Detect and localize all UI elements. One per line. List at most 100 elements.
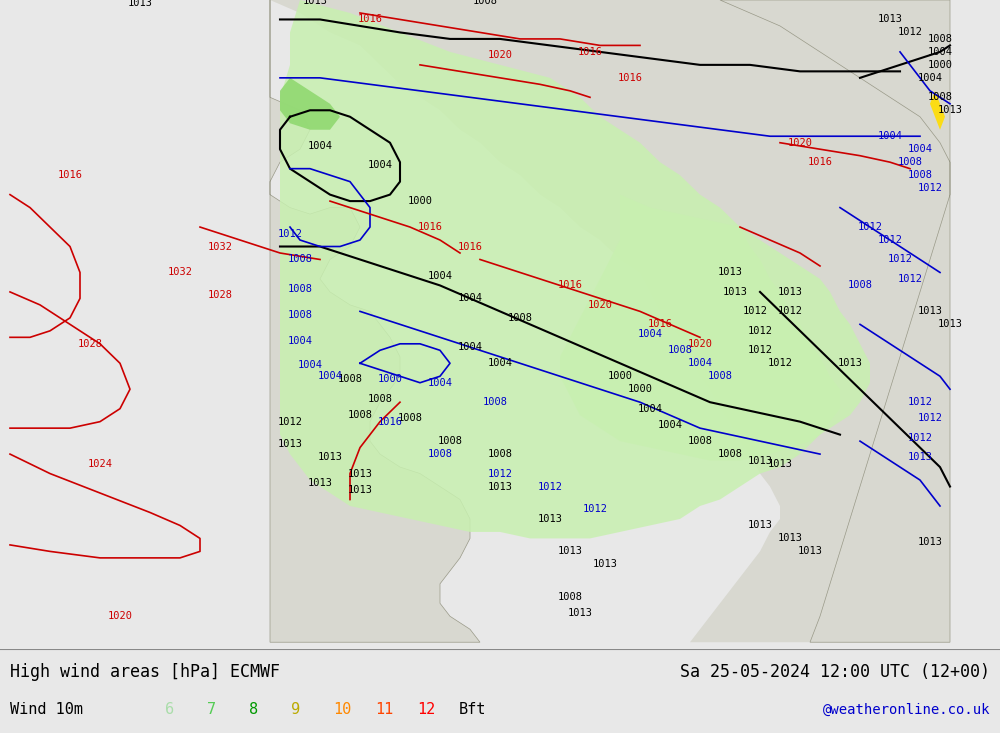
Text: 1000: 1000 [608,371,633,381]
Text: 1012: 1012 [858,222,883,232]
Polygon shape [280,78,340,130]
Text: 8: 8 [249,702,258,717]
Text: 1016: 1016 [558,281,582,290]
Polygon shape [560,194,870,460]
Text: 1008: 1008 [558,592,582,602]
Text: 1008: 1008 [288,284,312,294]
Text: 1008: 1008 [368,394,392,404]
Text: 1012: 1012 [898,27,922,37]
Text: 1004: 1004 [878,131,902,141]
Text: 1013: 1013 [592,559,618,570]
Text: 1012: 1012 [878,235,902,245]
Text: 1016: 1016 [458,241,482,251]
Text: 1012: 1012 [888,254,912,265]
Text: 1004: 1004 [368,161,392,170]
Text: Bft: Bft [459,702,486,717]
Text: 1016: 1016 [618,73,642,83]
Text: 1008: 1008 [708,371,732,381]
Text: 1020: 1020 [488,50,512,60]
Text: 1004: 1004 [688,358,712,368]
Text: 1013: 1013 [538,514,562,524]
Text: 1013: 1013 [318,452,342,463]
Text: 10: 10 [333,702,351,717]
Text: 1012: 1012 [278,229,302,238]
Text: 1012: 1012 [748,345,772,356]
Text: 1013: 1013 [722,287,748,297]
Polygon shape [930,91,945,130]
Text: 1016: 1016 [58,170,82,180]
Text: 1013: 1013 [748,520,772,531]
Text: 1012: 1012 [582,504,608,515]
Text: 1013: 1013 [302,0,328,6]
Text: 1004: 1004 [458,342,482,352]
Text: 1013: 1013 [778,534,802,543]
Text: Wind 10m: Wind 10m [10,702,83,717]
Text: 1012: 1012 [918,413,942,424]
Text: 1013: 1013 [778,287,802,297]
Text: 1012: 1012 [748,326,772,336]
Text: 1013: 1013 [568,608,592,618]
Polygon shape [720,0,950,642]
Text: 1008: 1008 [348,410,372,420]
Text: 1012: 1012 [488,468,512,479]
Text: 1020: 1020 [108,611,132,622]
Text: @weatheronline.co.uk: @weatheronline.co.uk [822,702,990,716]
Text: 1008: 1008 [438,436,462,446]
Text: 1016: 1016 [358,15,382,24]
Text: 1008: 1008 [898,157,922,167]
Text: 1008: 1008 [428,449,452,459]
Text: 1008: 1008 [338,375,362,385]
Text: 1013: 1013 [938,106,962,115]
Text: 1004: 1004 [918,73,942,83]
Text: 1008: 1008 [928,92,952,103]
Text: 1008: 1008 [482,397,508,408]
Text: 1013: 1013 [718,268,742,278]
Text: 1012: 1012 [538,482,562,492]
Text: 1004: 1004 [908,144,932,154]
Text: 1004: 1004 [638,329,662,339]
Text: 1028: 1028 [208,290,232,300]
Text: 1008: 1008 [508,313,532,323]
Text: 1004: 1004 [488,358,512,368]
Text: 1032: 1032 [168,268,192,278]
Text: 1013: 1013 [768,459,792,469]
Text: 1008: 1008 [473,0,498,6]
Text: 1012: 1012 [898,274,922,284]
Text: 1004: 1004 [428,377,452,388]
Text: 6: 6 [165,702,174,717]
Text: 1016: 1016 [808,157,832,167]
Text: 1008: 1008 [488,449,512,459]
Text: 1008: 1008 [908,170,932,180]
Text: 1008: 1008 [288,309,312,320]
Text: 1024: 1024 [88,459,112,469]
Text: Sa 25-05-2024 12:00 UTC (12+00): Sa 25-05-2024 12:00 UTC (12+00) [680,663,990,681]
Text: 11: 11 [375,702,393,717]
Text: 1013: 1013 [278,439,302,449]
Text: 1012: 1012 [908,433,932,443]
Text: 1013: 1013 [918,537,942,547]
Text: 1020: 1020 [688,339,712,349]
Text: 1012: 1012 [742,306,768,317]
Text: 1013: 1013 [838,358,862,368]
Text: 1016: 1016 [648,320,672,329]
Text: 1020: 1020 [588,300,612,310]
Text: 1016: 1016 [418,222,442,232]
Text: 1012: 1012 [908,397,932,408]
Text: 1013: 1013 [878,15,902,24]
Polygon shape [270,0,480,642]
Text: 1000: 1000 [628,384,652,394]
Polygon shape [270,0,950,642]
Text: 1012: 1012 [918,183,942,193]
Text: 1013: 1013 [128,0,152,8]
Text: 1020: 1020 [788,138,812,148]
Text: 1028: 1028 [78,339,103,349]
Text: 1000: 1000 [378,375,402,385]
Text: 1008: 1008 [398,413,422,424]
Text: 1013: 1013 [488,482,512,492]
Text: 1004: 1004 [288,336,312,345]
Text: 1004: 1004 [298,360,322,370]
Text: 1004: 1004 [458,293,482,303]
Text: 1013: 1013 [748,456,772,465]
Text: 1004: 1004 [658,420,682,430]
Text: 1008: 1008 [288,254,312,265]
